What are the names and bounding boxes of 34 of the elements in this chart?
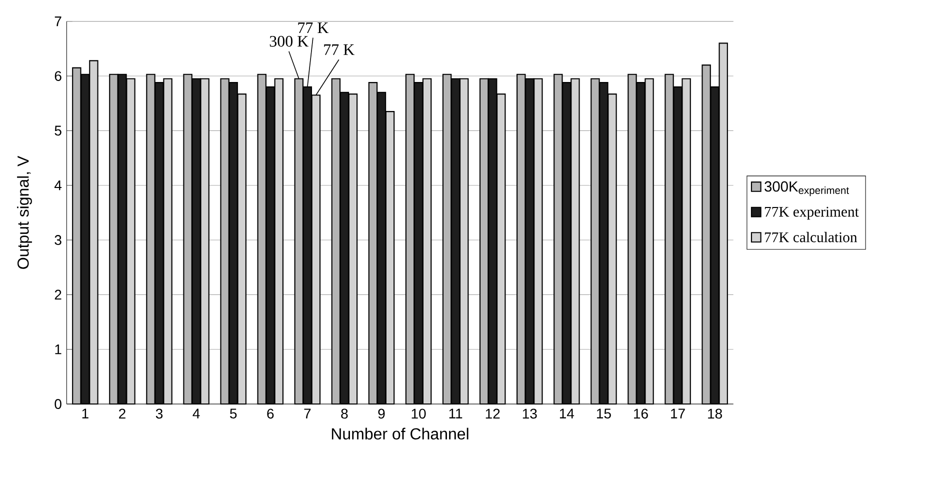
x-tick-label: 9 [378,408,385,419]
legend-label: 77K calculation [764,232,858,242]
legend-label: $\mathrm{300K}_{\mathrm{experiment}}$ [764,181,849,196]
x-tick-label: 5 [230,408,237,419]
x-tick-label: 10 [412,408,426,419]
annotation: 77 K [298,22,329,34]
x-tick-label: 18 [708,408,722,419]
x-axis-title: Number of Channel [332,428,468,440]
y-tick-label: 4 [54,180,62,190]
x-tick-label: 16 [634,408,648,419]
x-tick-label: 8 [341,408,348,419]
x-tick-label: 6 [267,408,274,419]
x-tick-label: 7 [304,408,311,419]
x-tick-label: 11 [449,408,462,419]
x-tick-label: 14 [560,408,574,419]
y-axis-title: Output signal, V [17,156,32,269]
y-tick-label: 5 [54,126,62,136]
x-tick-label: 3 [156,408,163,419]
y-tick-label: 2 [54,290,62,300]
y-tick-label: 3 [54,235,62,246]
x-tick-label: 13 [522,408,537,419]
y-tick-label: 1 [55,344,62,354]
legend-label: 77K experiment [764,207,859,220]
y-tick-label: 7 [54,16,62,26]
x-tick-label: 17 [671,408,685,419]
y-tick-label: 0 [54,399,62,410]
y-tick-label: 6 [54,71,62,82]
x-tick-label: 2 [119,408,126,419]
annotation: 300 K [270,36,308,47]
x-tick-label: 4 [192,408,200,419]
x-tick-label: 12 [486,408,500,419]
annotation: 77 K [324,44,354,56]
x-tick-label: 1 [82,408,88,419]
x-tick-label: 15 [596,408,611,419]
